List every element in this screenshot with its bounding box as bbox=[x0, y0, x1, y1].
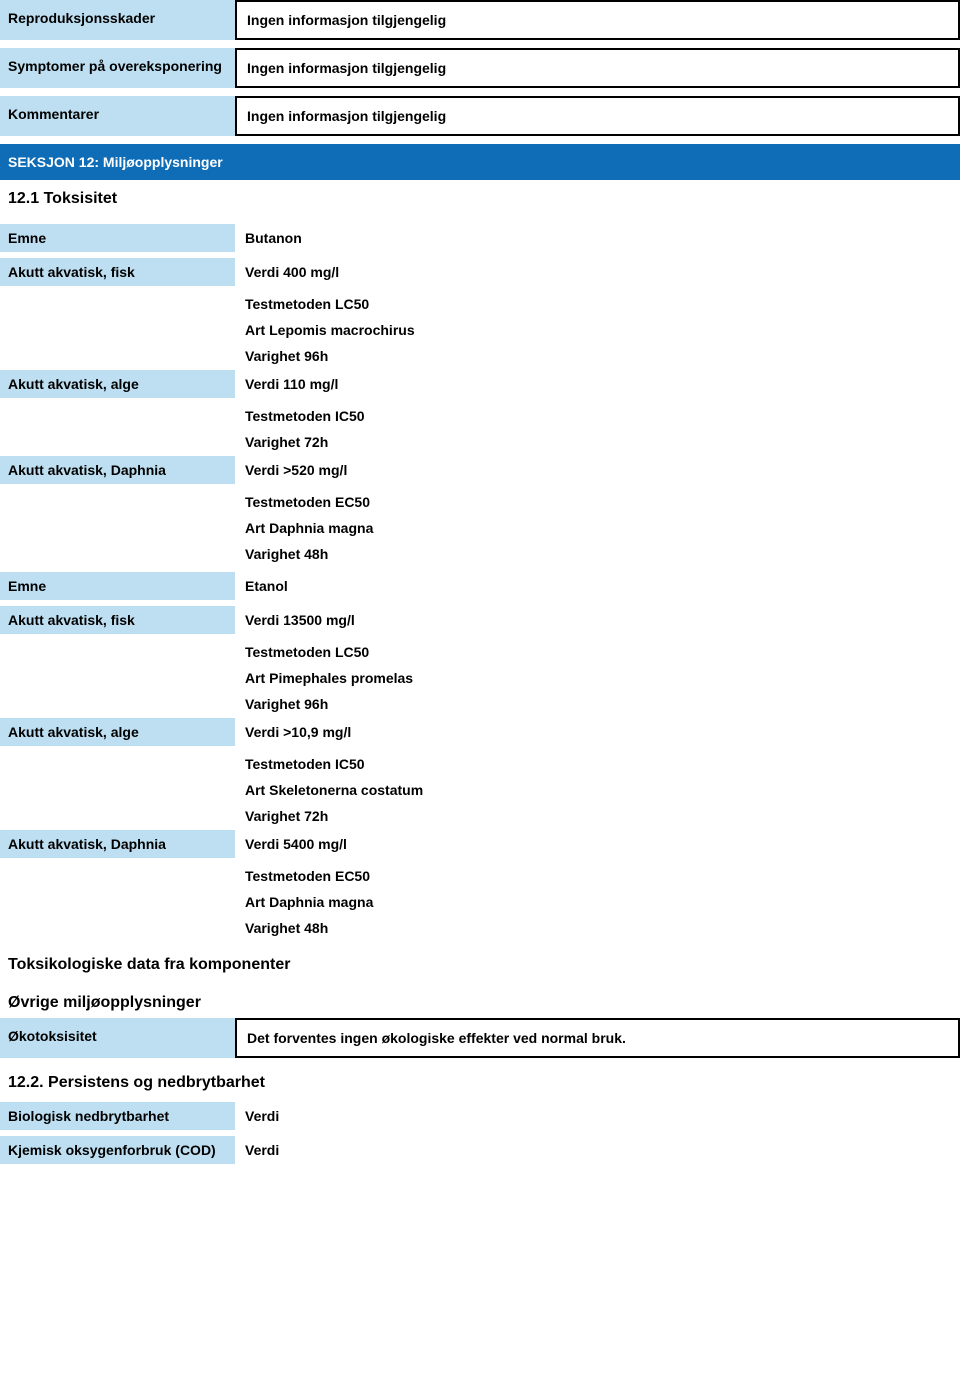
spacer bbox=[0, 752, 235, 776]
top-row-value: Ingen informasjon tilgjengelig bbox=[235, 96, 960, 136]
data-row-value: Verdi 400 mg/l bbox=[235, 258, 960, 286]
data-row-label: Akutt akvatisk, fisk bbox=[0, 606, 235, 634]
data-row-label: Akutt akvatisk, alge bbox=[0, 370, 235, 398]
spacer bbox=[0, 890, 235, 914]
spacer bbox=[0, 490, 235, 514]
data-continuation: Art Pimephales promelas bbox=[0, 666, 960, 690]
data-row-label: Akutt akvatisk, fisk bbox=[0, 258, 235, 286]
spacer bbox=[0, 430, 235, 454]
spacer bbox=[0, 516, 235, 540]
data-line: Art Daphnia magna bbox=[235, 890, 960, 914]
spacer bbox=[0, 692, 235, 716]
section-12-header: SEKSJON 12: Miljøopplysninger bbox=[0, 144, 960, 180]
data-continuation: Testmetoden LC50 bbox=[0, 640, 960, 664]
data-row: Akutt akvatisk, algeVerdi 110 mg/l bbox=[0, 370, 960, 398]
persist-row: Kjemisk oksygenforbruk (COD)Verdi bbox=[0, 1136, 960, 1164]
data-line: Varighet 96h bbox=[235, 344, 960, 368]
top-row-label: Kommentarer bbox=[0, 96, 235, 136]
data-continuation: Varighet 72h bbox=[0, 804, 960, 828]
sub-12-1: 12.1 Toksisitet bbox=[0, 180, 960, 218]
data-line: Varighet 48h bbox=[235, 916, 960, 940]
data-line: Varighet 72h bbox=[235, 804, 960, 828]
top-row: Symptomer på overeksponeringIngen inform… bbox=[0, 48, 960, 88]
emne-value: Etanol bbox=[235, 572, 960, 600]
emne-value: Butanon bbox=[235, 224, 960, 252]
data-continuation: Testmetoden EC50 bbox=[0, 490, 960, 514]
data-line: Testmetoden IC50 bbox=[235, 752, 960, 776]
data-line: Art Pimephales promelas bbox=[235, 666, 960, 690]
data-row-value: Verdi >10,9 mg/l bbox=[235, 718, 960, 746]
data-continuation: Varighet 72h bbox=[0, 430, 960, 454]
data-continuation: Art Daphnia magna bbox=[0, 516, 960, 540]
data-line: Varighet 48h bbox=[235, 542, 960, 566]
data-line: Art Skeletonerna costatum bbox=[235, 778, 960, 802]
data-line: Testmetoden EC50 bbox=[235, 864, 960, 888]
spacer bbox=[0, 666, 235, 690]
persist-value: Verdi bbox=[235, 1102, 960, 1130]
top-row-value: Ingen informasjon tilgjengelig bbox=[235, 0, 960, 40]
data-line: Testmetoden LC50 bbox=[235, 640, 960, 664]
data-row-label: Akutt akvatisk, Daphnia bbox=[0, 830, 235, 858]
emne-row: EmneButanon bbox=[0, 224, 960, 252]
top-row-label: Symptomer på overeksponering bbox=[0, 48, 235, 88]
spacer bbox=[0, 916, 235, 940]
spacer bbox=[0, 778, 235, 802]
data-line: Art Daphnia magna bbox=[235, 516, 960, 540]
spacer bbox=[0, 318, 235, 342]
ecotox-label: Økotoksisitet bbox=[0, 1018, 235, 1058]
top-row: ReproduksjonsskaderIngen informasjon til… bbox=[0, 0, 960, 40]
other-heading: Øvrige miljøopplysninger bbox=[0, 980, 960, 1018]
data-continuation: Art Skeletonerna costatum bbox=[0, 778, 960, 802]
data-line: Art Lepomis macrochirus bbox=[235, 318, 960, 342]
spacer bbox=[0, 292, 235, 316]
ecotox-row: ØkotoksisitetDet forventes ingen økologi… bbox=[0, 1018, 960, 1058]
data-row: Akutt akvatisk, fiskVerdi 400 mg/l bbox=[0, 258, 960, 286]
sub-12-2: 12.2. Persistens og nedbrytbarhet bbox=[0, 1064, 960, 1102]
emne-label: Emne bbox=[0, 572, 235, 600]
top-row-label: Reproduksjonsskader bbox=[0, 0, 235, 40]
data-row-label: Akutt akvatisk, Daphnia bbox=[0, 456, 235, 484]
data-continuation: Testmetoden EC50 bbox=[0, 864, 960, 888]
spacer bbox=[0, 640, 235, 664]
data-continuation: Art Lepomis macrochirus bbox=[0, 318, 960, 342]
data-continuation: Varighet 96h bbox=[0, 692, 960, 716]
tox-heading: Toksikologiske data fra komponenter bbox=[0, 942, 960, 980]
data-continuation: Art Daphnia magna bbox=[0, 890, 960, 914]
data-row: Akutt akvatisk, fiskVerdi 13500 mg/l bbox=[0, 606, 960, 634]
data-line: Testmetoden LC50 bbox=[235, 292, 960, 316]
data-continuation: Testmetoden IC50 bbox=[0, 404, 960, 428]
data-continuation: Varighet 96h bbox=[0, 344, 960, 368]
data-row: Akutt akvatisk, DaphniaVerdi 5400 mg/l bbox=[0, 830, 960, 858]
data-line: Testmetoden IC50 bbox=[235, 404, 960, 428]
spacer bbox=[0, 404, 235, 428]
persist-row: Biologisk nedbrytbarhetVerdi bbox=[0, 1102, 960, 1130]
data-row: Akutt akvatisk, algeVerdi >10,9 mg/l bbox=[0, 718, 960, 746]
data-continuation: Testmetoden LC50 bbox=[0, 292, 960, 316]
spacer bbox=[0, 804, 235, 828]
data-continuation: Varighet 48h bbox=[0, 542, 960, 566]
spacer bbox=[0, 864, 235, 888]
data-line: Varighet 72h bbox=[235, 430, 960, 454]
persist-value: Verdi bbox=[235, 1136, 960, 1164]
emne-label: Emne bbox=[0, 224, 235, 252]
data-row-label: Akutt akvatisk, alge bbox=[0, 718, 235, 746]
data-row-value: Verdi 5400 mg/l bbox=[235, 830, 960, 858]
data-row-value: Verdi 13500 mg/l bbox=[235, 606, 960, 634]
data-row-value: Verdi >520 mg/l bbox=[235, 456, 960, 484]
spacer bbox=[0, 542, 235, 566]
data-line: Varighet 96h bbox=[235, 692, 960, 716]
data-continuation: Varighet 48h bbox=[0, 916, 960, 940]
emne-row: EmneEtanol bbox=[0, 572, 960, 600]
persist-label: Kjemisk oksygenforbruk (COD) bbox=[0, 1136, 235, 1164]
data-line: Testmetoden EC50 bbox=[235, 490, 960, 514]
top-row-value: Ingen informasjon tilgjengelig bbox=[235, 48, 960, 88]
spacer bbox=[0, 344, 235, 368]
top-row: KommentarerIngen informasjon tilgjengeli… bbox=[0, 96, 960, 136]
data-continuation: Testmetoden IC50 bbox=[0, 752, 960, 776]
persist-label: Biologisk nedbrytbarhet bbox=[0, 1102, 235, 1130]
data-row-value: Verdi 110 mg/l bbox=[235, 370, 960, 398]
data-row: Akutt akvatisk, DaphniaVerdi >520 mg/l bbox=[0, 456, 960, 484]
ecotox-value: Det forventes ingen økologiske effekter … bbox=[235, 1018, 960, 1058]
